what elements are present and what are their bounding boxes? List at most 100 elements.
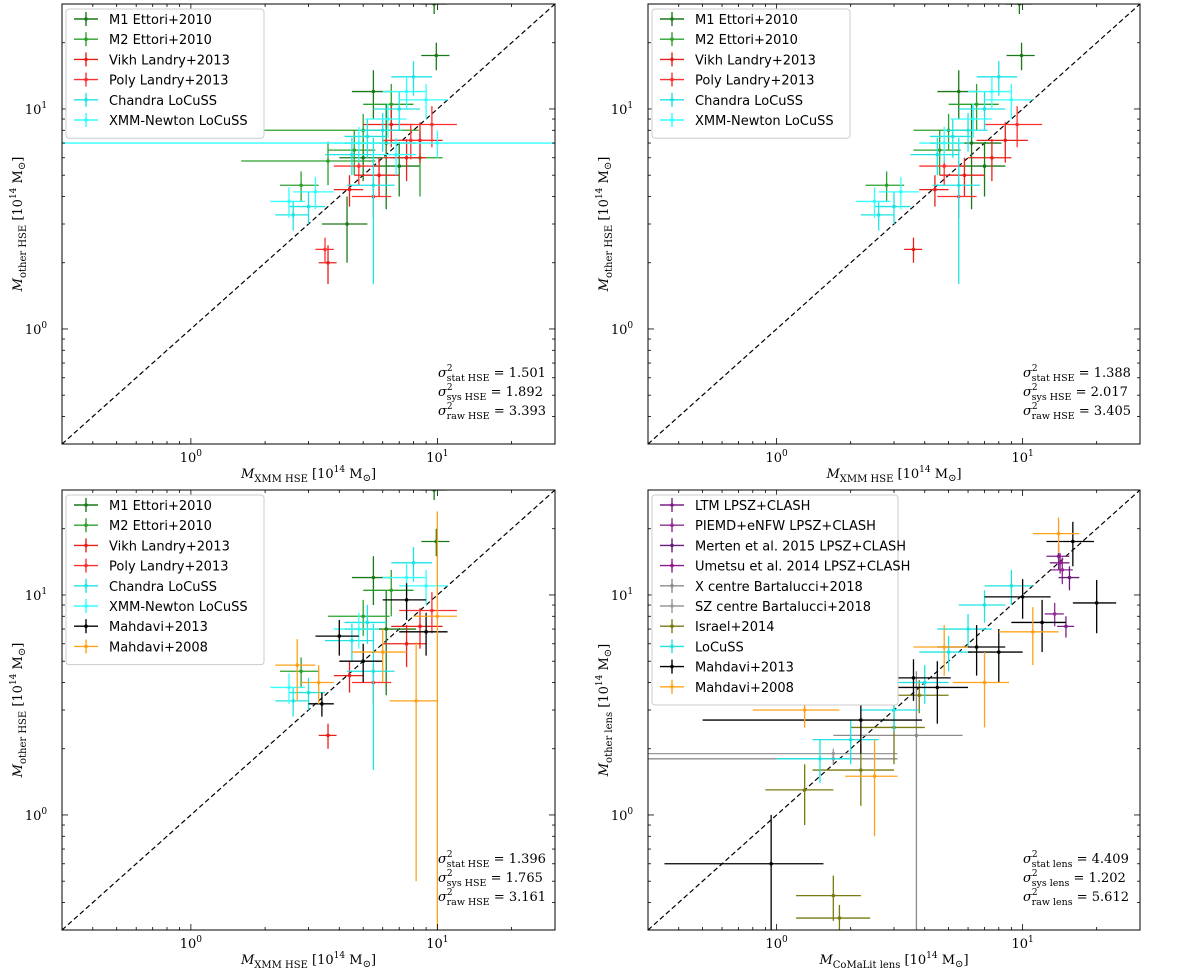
legend-label: Chandra LoCuSS (109, 580, 217, 595)
point-marker (974, 102, 979, 107)
point-marker (1060, 568, 1065, 572)
point-marker (357, 627, 361, 631)
data-point (347, 137, 395, 285)
point-marker (876, 213, 881, 217)
data-point (270, 673, 305, 704)
data-point (333, 661, 364, 693)
legend-item: LTM LPSZ+CLASH (660, 498, 810, 514)
point-marker (430, 122, 434, 127)
legend-label: Chandra LoCuSS (695, 94, 803, 109)
series-vikh-landry-2013 (904, 122, 1028, 263)
data-point (391, 61, 432, 96)
point-marker (389, 102, 394, 107)
point-marker (350, 638, 354, 643)
data-point (382, 583, 427, 620)
data-point (984, 579, 1051, 619)
point-marker (299, 183, 303, 188)
data-point (904, 237, 923, 263)
legend-marker-dot (670, 685, 674, 689)
series-israel-2014 (765, 680, 949, 930)
legend-marker-dot (84, 98, 88, 102)
data-point (952, 652, 1009, 728)
data-point (894, 665, 949, 704)
legend-label: Merten et al. 2015 LPSZ+CLASH (695, 539, 906, 554)
x-tick-label: 101 (426, 449, 448, 466)
legend-box (651, 8, 851, 139)
legend-item: Mahdavi+2013 (660, 659, 794, 676)
data-point (937, 625, 1006, 676)
legend-item: Chandra LoCuSS (660, 92, 803, 109)
data-point (648, 748, 898, 759)
data-point (919, 126, 965, 163)
point-marker (404, 641, 409, 646)
legend-label: Poly Landry+2013 (109, 560, 228, 575)
data-point (860, 201, 894, 231)
point-marker (345, 222, 349, 226)
x-tick-label: 101 (1011, 449, 1033, 466)
point-marker (365, 134, 370, 139)
point-marker (299, 669, 303, 674)
legend-label: LoCuSS (695, 640, 744, 655)
point-marker (389, 588, 394, 593)
y-tick-label: 100 (611, 321, 634, 338)
x-axis-label: MXMM HSE [1014 M⊙] (240, 951, 376, 970)
panel-bottom-left: 100 101 100 101 MXMM HSE [1014 M⊙] Mother HSE… (9, 489, 556, 970)
point-marker (971, 117, 976, 121)
series-m1-ettori-2010 (321, 4, 450, 263)
y-axis-label: Mother HSE [1014 M⊙] (9, 643, 29, 779)
variance-value: σ2 stat lens = 4.409 (1023, 850, 1129, 870)
point-marker (996, 650, 1001, 654)
point-marker (935, 152, 940, 157)
variance-value: σ2 raw HSE = 3.161 (438, 888, 546, 908)
data-point (399, 106, 457, 148)
legend-item: XMM-Newton LoCuSS (660, 113, 834, 129)
data-point (937, 613, 992, 648)
point-marker (1015, 122, 1019, 127)
minor-ticks (647, 490, 1140, 931)
series-chandra-locuss (275, 61, 432, 285)
point-marker (361, 155, 365, 160)
x-tick-label: 101 (1011, 935, 1033, 952)
data-point (399, 612, 448, 656)
point-marker (1067, 575, 1072, 580)
point-marker (859, 718, 863, 722)
data-point (371, 137, 417, 176)
series-m2-ettori-2010 (241, 83, 443, 202)
data-point (919, 636, 972, 672)
point-marker (371, 89, 376, 94)
point-marker (371, 183, 376, 188)
y-axis-label: Mother HSE [1014 M⊙] (595, 157, 615, 293)
point-marker (397, 107, 402, 111)
legend-marker-dot (670, 503, 674, 507)
legend: M1 Ettori+2010 M2 Ettori+2010 Vikh Landry+… (65, 494, 265, 666)
data-point (1032, 517, 1080, 554)
data-point (796, 875, 861, 921)
legend-label: M1 Ettori+2010 (109, 499, 212, 514)
data-point (1011, 599, 1066, 653)
legend-marker-dot (84, 503, 88, 507)
data-point (325, 623, 374, 662)
variance-value: σ2 sys HSE = 2.017 (1023, 383, 1128, 403)
legend-label: SZ centre Bartalucci+2018 (695, 600, 871, 615)
data-point (333, 150, 380, 186)
point-marker (414, 699, 418, 703)
data-point (958, 91, 1006, 131)
legend-item: XMM-Newton LoCuSS (74, 599, 248, 615)
legend-marker-dot (84, 563, 88, 568)
legend-marker-dot (670, 664, 674, 669)
point-marker (424, 98, 428, 102)
data-point (855, 187, 891, 218)
point-marker (1056, 531, 1061, 536)
legend-item: PIEMD+eNFW LPSZ+CLASH (660, 518, 876, 534)
data-point (833, 671, 963, 930)
series-mahdavi-2013 (664, 521, 1117, 930)
legend-label: PIEMD+eNFW LPSZ+CLASH (695, 519, 876, 534)
legend-item: Mahdavi+2008 (660, 679, 794, 696)
legend-item: Israel+2014 (660, 619, 775, 635)
series-mahdavi-2008 (752, 517, 1080, 837)
x-tick-label: 101 (426, 935, 448, 952)
minor-ticks (647, 4, 1140, 445)
data-point (351, 70, 392, 120)
legend-item: Chandra LoCuSS (74, 92, 217, 109)
